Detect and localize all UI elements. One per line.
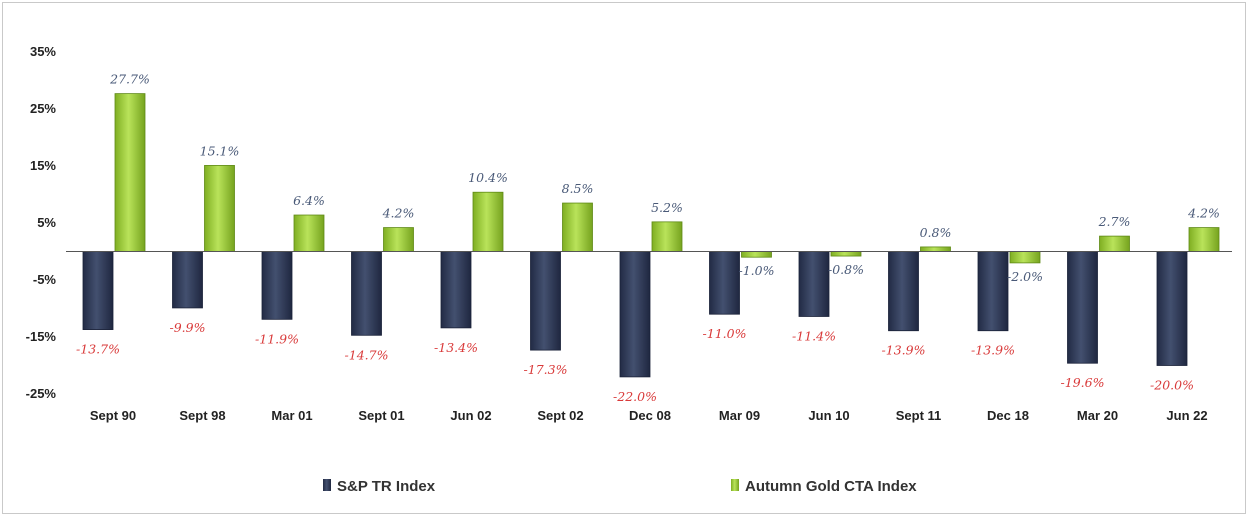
x-tick-label: Sept 90 <box>90 408 136 423</box>
data-label: -11.0% <box>703 326 747 341</box>
data-label: -17.3% <box>524 362 568 377</box>
bar-autumn-gold <box>1009 251 1041 264</box>
data-label: -19.6% <box>1061 375 1105 390</box>
data-label: -11.9% <box>255 331 299 346</box>
x-axis: Sept 90 Sept 98 Mar 01 Sept 01 Jun 02 Sept 02… <box>90 408 1208 423</box>
bar-sp-tr <box>1156 251 1188 366</box>
bar-sp-tr <box>82 251 114 330</box>
data-label: -0.8% <box>828 262 864 277</box>
data-label: -13.4% <box>434 340 478 355</box>
bar-autumn-gold <box>920 246 951 252</box>
bar-sp-tr <box>619 251 651 378</box>
data-label: -9.9% <box>170 320 206 335</box>
y-axis: 35% 25% 15% 5% -5% -15% -25% <box>26 44 57 401</box>
bar-autumn-gold <box>114 93 146 252</box>
data-label: 2.7% <box>1098 214 1131 229</box>
legend: S&P TR Index Autumn Gold CTA Index <box>323 478 917 495</box>
bar-autumn-gold <box>830 251 862 257</box>
bar-sp-tr <box>440 251 472 329</box>
y-tick-label: -5% <box>33 272 57 287</box>
bar-sp-tr <box>709 251 740 315</box>
bar-sp-tr <box>888 251 919 332</box>
bar-sp-tr <box>977 251 1009 332</box>
y-tick-label: 5% <box>37 215 56 230</box>
y-tick-label: 25% <box>30 101 56 116</box>
data-label: 15.1% <box>200 143 240 158</box>
x-tick-label: Sept 11 <box>896 408 942 423</box>
y-tick-label: -25% <box>26 386 57 401</box>
x-tick-label: Dec 18 <box>987 408 1029 423</box>
x-tick-label: Jun 02 <box>450 408 491 423</box>
legend-label-autumn-gold: Autumn Gold CTA Index <box>745 478 917 495</box>
data-label: -14.7% <box>345 347 389 362</box>
data-label: 6.4% <box>293 193 325 208</box>
data-labels: -13.7% 27.7% -9.9% 15.1% -11.9% 6.4% -14.7% 4.2… <box>76 72 1220 404</box>
bar-autumn-gold <box>383 227 414 252</box>
bar-sp-tr <box>530 251 561 351</box>
data-label: 4.2% <box>382 206 415 221</box>
data-label: 0.8% <box>920 225 952 240</box>
x-tick-label: Mar 09 <box>719 408 760 423</box>
bar-autumn-gold <box>204 165 235 252</box>
bars <box>82 93 1220 378</box>
data-label: -13.9% <box>882 343 926 358</box>
y-tick-label: 35% <box>30 44 56 59</box>
y-tick-label: 15% <box>30 158 56 173</box>
bar-sp-tr <box>798 251 830 317</box>
bar-autumn-gold <box>293 214 325 252</box>
bar-autumn-gold <box>1188 227 1220 252</box>
x-tick-label: Jun 10 <box>808 408 849 423</box>
data-label: -13.9% <box>971 343 1015 358</box>
x-tick-label: Mar 01 <box>271 408 312 423</box>
legend-swatch-autumn-gold <box>731 479 739 491</box>
data-label: -1.0% <box>739 263 775 278</box>
bar-sp-tr <box>261 251 293 320</box>
bar-autumn-gold <box>562 202 593 252</box>
bar-sp-tr <box>172 251 203 309</box>
bar-autumn-gold <box>741 251 772 258</box>
legend-swatch-sp-tr <box>323 479 331 491</box>
data-label: 5.2% <box>651 200 683 215</box>
data-label: 27.7% <box>109 72 150 87</box>
data-label: -13.7% <box>76 342 120 357</box>
bar-autumn-gold <box>472 191 504 252</box>
data-label: -11.4% <box>792 328 836 343</box>
data-label: 10.4% <box>468 170 508 185</box>
bar-sp-tr <box>351 251 382 336</box>
x-tick-label: Dec 08 <box>629 408 671 423</box>
data-label: -2.0% <box>1007 269 1043 284</box>
data-label: 4.2% <box>1187 206 1220 221</box>
bar-autumn-gold <box>651 221 683 252</box>
x-tick-label: Sept 98 <box>179 408 225 423</box>
data-label: 8.5% <box>562 181 594 196</box>
x-tick-label: Mar 20 <box>1077 408 1118 423</box>
data-label: -20.0% <box>1150 378 1194 393</box>
data-label: -22.0% <box>613 389 657 404</box>
bar-sp-tr <box>1067 251 1098 364</box>
x-tick-label: Sept 01 <box>358 408 404 423</box>
y-tick-label: -15% <box>26 329 57 344</box>
x-tick-label: Sept 02 <box>537 408 583 423</box>
bar-autumn-gold <box>1099 235 1130 252</box>
x-tick-label: Jun 22 <box>1166 408 1207 423</box>
legend-label-sp-tr: S&P TR Index <box>337 478 436 495</box>
